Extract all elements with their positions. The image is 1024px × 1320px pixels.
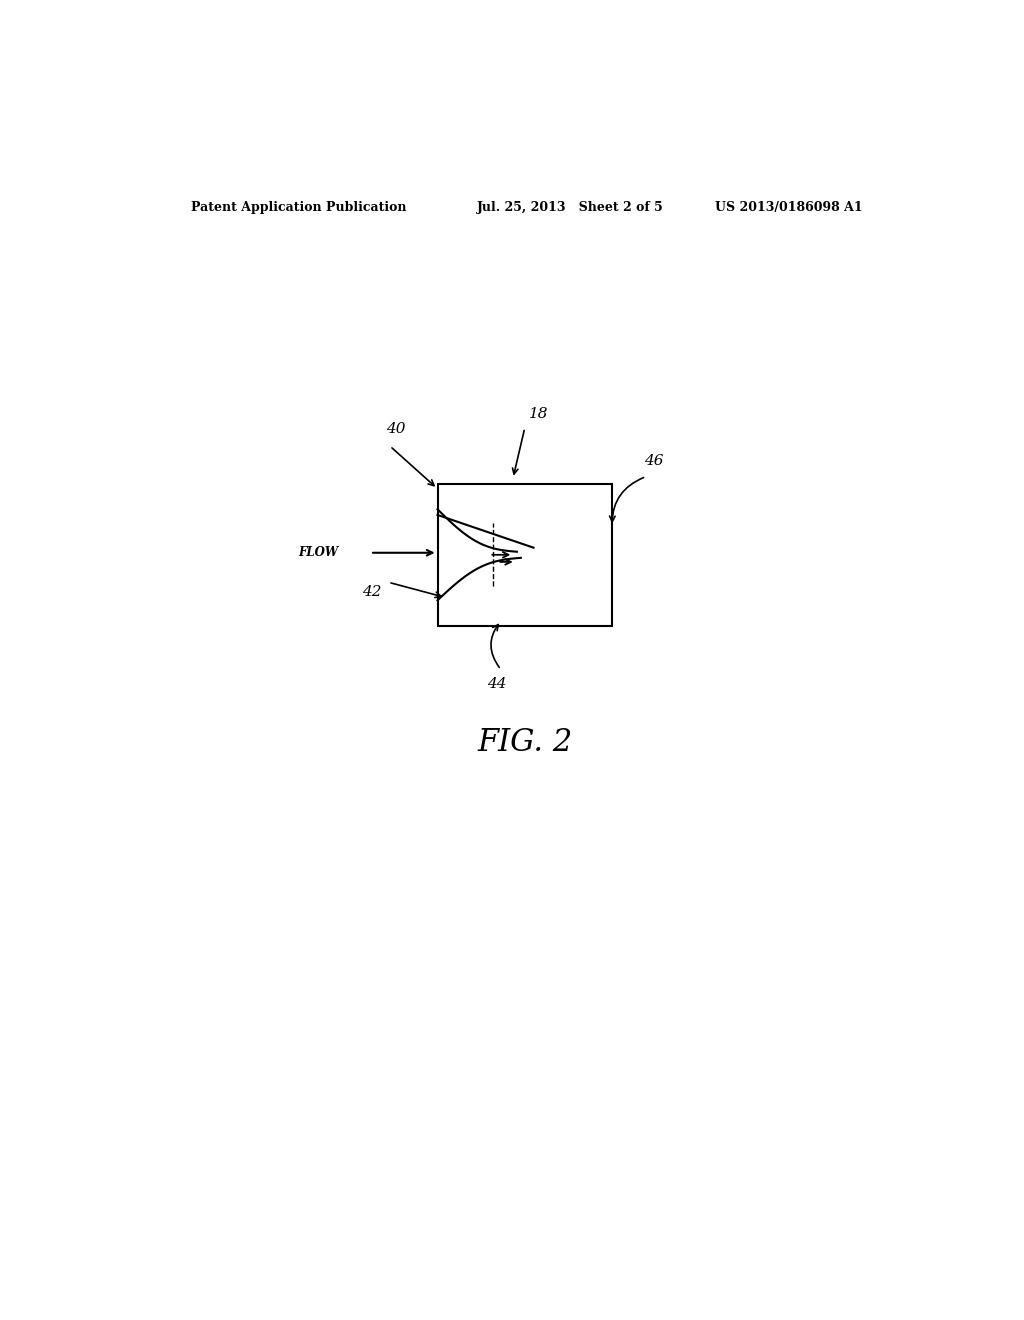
Text: 18: 18 — [528, 407, 548, 421]
Text: 40: 40 — [386, 422, 406, 436]
Text: FIG. 2: FIG. 2 — [477, 727, 572, 758]
Text: 46: 46 — [644, 454, 664, 469]
Text: Jul. 25, 2013   Sheet 2 of 5: Jul. 25, 2013 Sheet 2 of 5 — [477, 201, 664, 214]
Text: US 2013/0186098 A1: US 2013/0186098 A1 — [715, 201, 863, 214]
Text: Patent Application Publication: Patent Application Publication — [191, 201, 407, 214]
Bar — [437, 483, 612, 626]
Text: FLOW: FLOW — [298, 546, 338, 560]
Text: 44: 44 — [487, 677, 507, 690]
Text: 42: 42 — [362, 585, 382, 599]
